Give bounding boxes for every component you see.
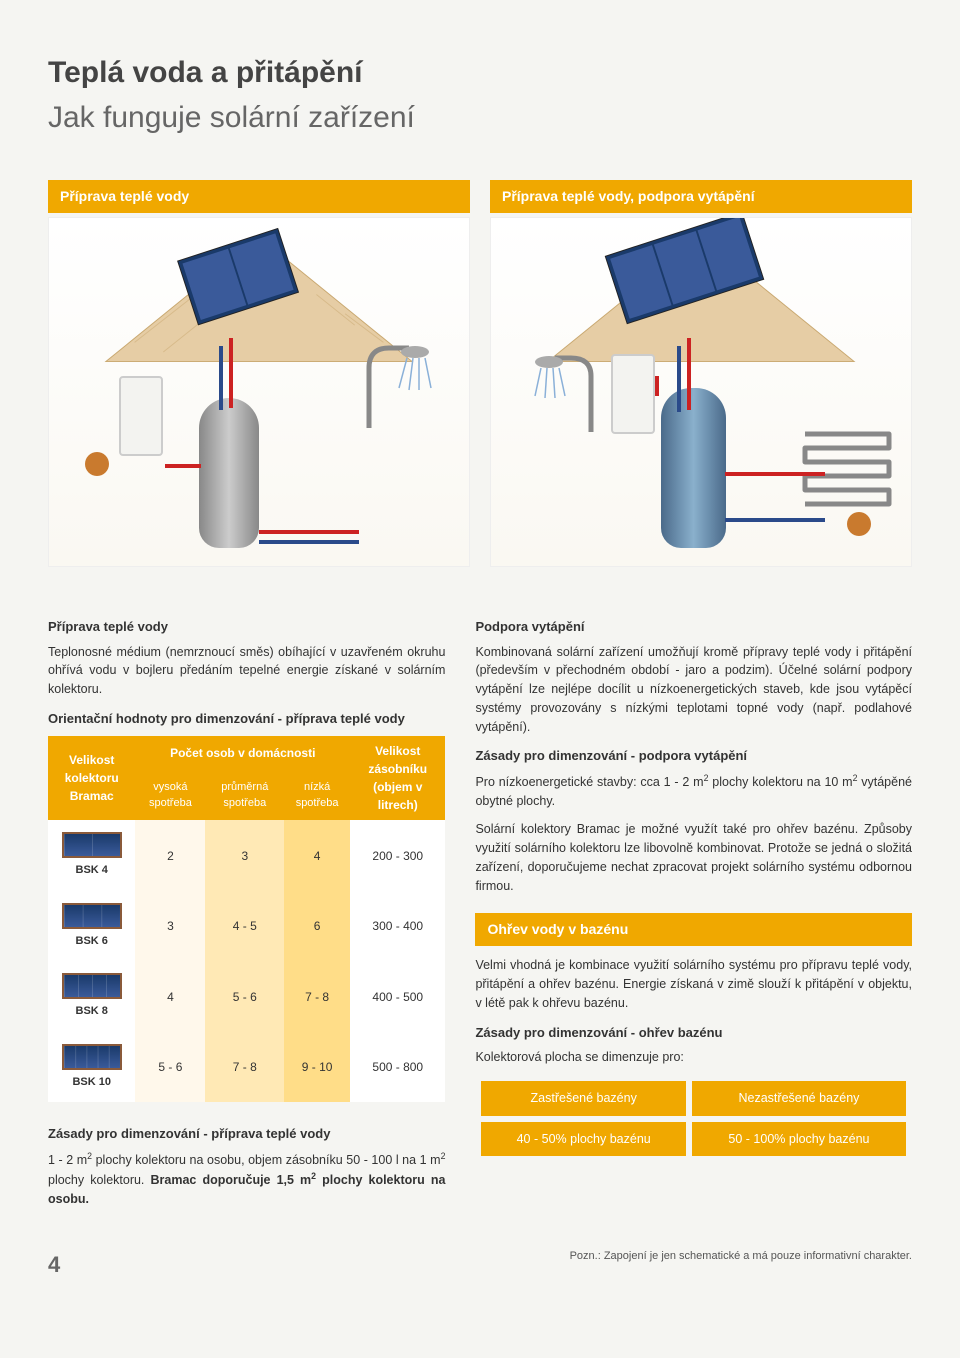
th-volume: Velikost zásobníku (objem v litrech): [350, 736, 445, 820]
diagram-hot-water: [48, 217, 470, 567]
left-p2: 1 - 2 m2 plochy kolektoru na osobu, obje…: [48, 1150, 445, 1209]
table-row: BSK 10 5 - 6 7 - 8 9 - 10 500 - 800: [48, 1032, 445, 1103]
right-p4: Velmi vhodná je kombinace využití solárn…: [475, 956, 912, 1012]
right-h3: Zásady pro dimenzování - ohřev bazénu: [475, 1023, 912, 1043]
section-bar-left: Příprava teplé vody: [48, 180, 470, 213]
page-title: Teplá voda a přitápění Jak funguje solár…: [48, 50, 912, 140]
pool-table: Zastřešené bazény Nezastřešené bazény 40…: [475, 1075, 912, 1163]
left-p1: Teplonosné médium (nemrznoucí směs) obíh…: [48, 643, 445, 699]
collector-icon: [62, 903, 122, 929]
footer-note: Pozn.: Zapojení je jen schematické a má …: [570, 1248, 912, 1281]
collector-icon: [62, 973, 122, 999]
th-low: nízká spotřeba: [284, 770, 350, 820]
left-h1: Příprava teplé vody: [48, 617, 445, 637]
right-p1: Kombinovaná solární zařízení umožňují kr…: [475, 643, 912, 737]
title-bold: Teplá voda a přitápění: [48, 56, 363, 89]
right-p5: Kolektorová plocha se dimenzuje pro:: [475, 1048, 912, 1067]
dimension-table: Velikost kolektoru Bramac Počet osob v d…: [48, 736, 445, 1102]
right-p2: Pro nízkoenergetické stavby: cca 1 - 2 m…: [475, 772, 912, 811]
diagram-heating-support: [490, 217, 912, 567]
table-row: BSK 4 2 3 4 200 - 300: [48, 820, 445, 891]
th-high: vysoká spotřeba: [135, 770, 205, 820]
table-row: BSK 8 4 5 - 6 7 - 8 400 - 500: [48, 961, 445, 1032]
pool-heating-bar: Ohřev vody v bazénu: [475, 913, 912, 946]
right-h2: Zásady pro dimenzování - podpora vytápěn…: [475, 746, 912, 766]
left-h3: Zásady pro dimenzování - příprava teplé …: [48, 1124, 445, 1144]
th-collector: Velikost kolektoru Bramac: [48, 736, 135, 820]
pool-head-covered: Zastřešené bazény: [478, 1078, 688, 1119]
section-bar-right: Příprava teplé vody, podpora vytápění: [490, 180, 912, 213]
title-light: Jak funguje solární zařízení: [48, 101, 415, 134]
pool-val-uncovered: 50 - 100% plochy bazénu: [689, 1119, 909, 1160]
collector-icon: [62, 832, 122, 858]
th-avg: průměrná spotřeba: [205, 770, 284, 820]
collector-icon: [62, 1044, 122, 1070]
page-number: 4: [48, 1248, 60, 1281]
th-people: Počet osob v domácnosti: [135, 736, 350, 770]
left-h2: Orientační hodnoty pro dimenzování - pří…: [48, 709, 445, 729]
table-row: BSK 6 3 4 - 5 6 300 - 400: [48, 891, 445, 962]
right-h1: Podpora vytápění: [475, 617, 912, 637]
pool-head-uncovered: Nezastřešené bazény: [689, 1078, 909, 1119]
right-p3: Solární kolektory Bramac je možné využít…: [475, 820, 912, 895]
pool-val-covered: 40 - 50% plochy bazénu: [478, 1119, 688, 1160]
